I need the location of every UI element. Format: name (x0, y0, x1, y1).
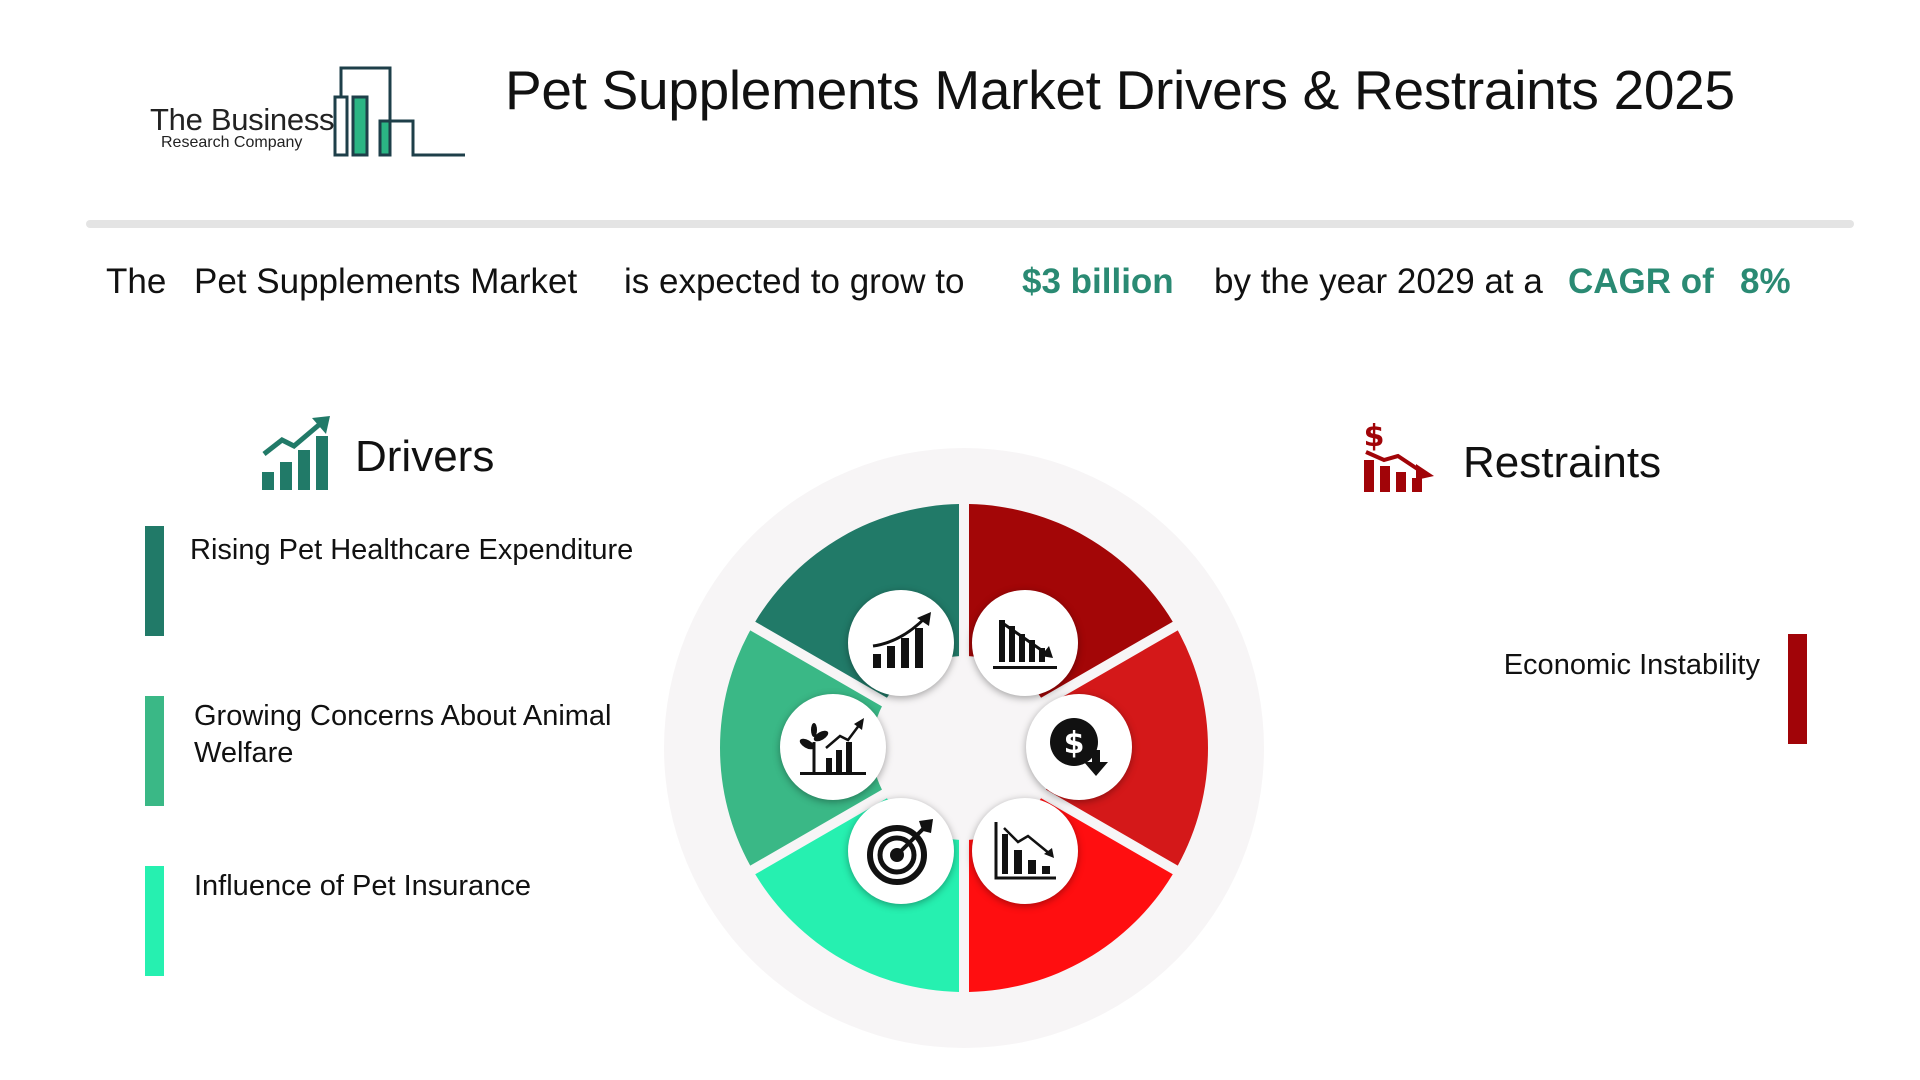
logo-buildings-icon (333, 66, 465, 157)
drivers-icon (260, 414, 334, 497)
summary-mid: is expected to grow to (624, 262, 965, 301)
divider (86, 220, 1854, 228)
summary-cagr-label: CAGR of (1568, 262, 1714, 301)
company-logo: The Business Research Company (145, 60, 475, 170)
driver-item: Growing Concerns About Animal Welfare (194, 700, 612, 769)
logo-tagline: Research Company (161, 134, 303, 151)
page-title: Pet Supplements Market Drivers & Restrai… (505, 59, 1735, 121)
driver-bar (145, 696, 164, 806)
growth-bars-icon (848, 590, 954, 696)
restraints-icon: $ (1360, 416, 1436, 499)
summary-value: $3 billion (1022, 262, 1174, 301)
segment-wheel (720, 504, 1208, 992)
restraint-item: Economic Instability (1503, 649, 1760, 681)
declining-chart-icon (972, 798, 1078, 904)
summary-prefix: The (106, 262, 167, 301)
dollar-down-icon: $ (1026, 694, 1132, 800)
summary-market: Pet Supplements Market (194, 262, 578, 301)
logo-name: The Business (150, 102, 335, 137)
svg-text:$: $ (1064, 726, 1085, 761)
summary-year: by the year 2029 at a (1214, 262, 1543, 301)
driver-bar (145, 526, 164, 636)
drivers-title: Drivers (355, 432, 495, 481)
driver-bar (145, 866, 164, 976)
restraints-title: Restraints (1463, 438, 1662, 487)
plant-growth-chart-icon (780, 694, 886, 800)
driver-item: Influence of Pet Insurance (194, 870, 531, 902)
target-arrow-icon (848, 798, 954, 904)
restraint-bar (1788, 634, 1807, 744)
summary-cagr-value: 8% (1740, 262, 1791, 301)
declining-bars-icon (972, 590, 1078, 696)
driver-item: Rising Pet Healthcare Expenditure (190, 534, 634, 566)
svg-text:$: $ (1364, 419, 1385, 454)
